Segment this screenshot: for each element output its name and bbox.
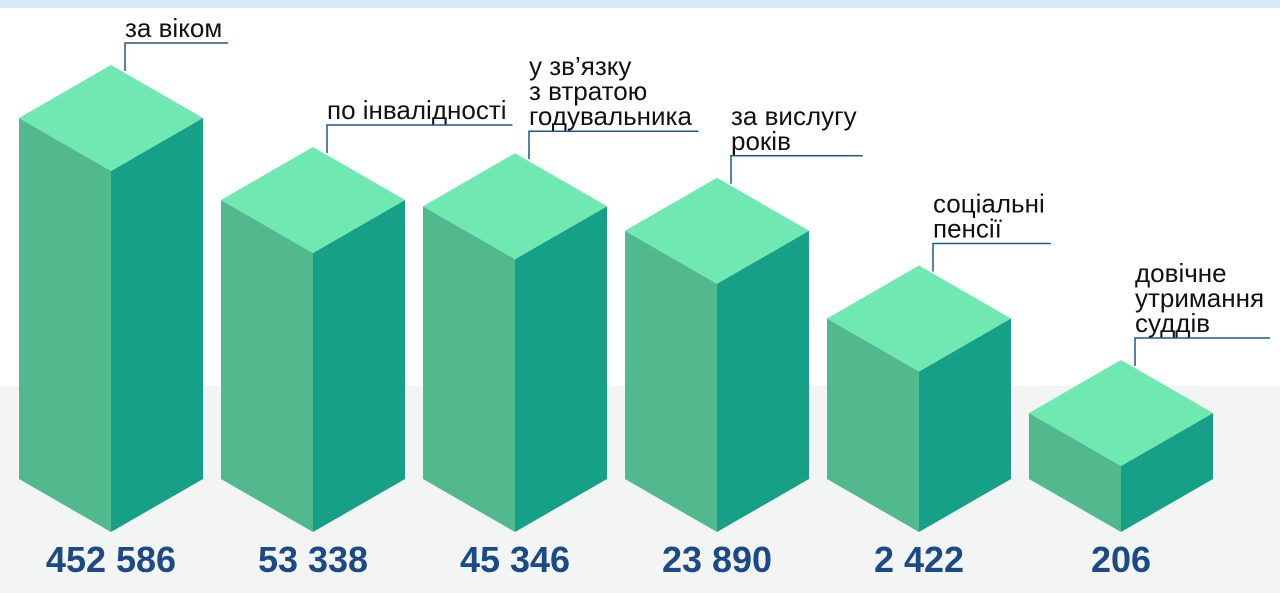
bar-right-face (515, 206, 607, 532)
category-label: довічне утримання суддів (1135, 258, 1264, 338)
category-label-line: у зв’язку (529, 51, 631, 81)
bar-right-face (1121, 413, 1213, 532)
category-label-line: годувальника (529, 101, 692, 131)
bar-right-face (313, 199, 405, 533)
bar (423, 153, 607, 532)
leader-line (1134, 337, 1271, 366)
category-label-line: пенсії (933, 214, 1002, 244)
leader-line (124, 42, 229, 71)
bar (625, 177, 809, 532)
bar-right-face (111, 118, 203, 532)
bar-top-face (221, 146, 405, 253)
category-label-line: років (731, 126, 791, 156)
value-label: 206 (1091, 539, 1151, 580)
category-label-line: суддів (1135, 308, 1210, 338)
bar-top-face (1029, 360, 1213, 466)
bar-top-face (625, 177, 809, 284)
bar (19, 65, 203, 532)
value-label: 45 346 (460, 539, 570, 580)
category-label-line: за віком (125, 13, 222, 43)
bar (1029, 360, 1213, 532)
bar-left-face (221, 199, 313, 533)
category-label: соціальні пенсії (933, 189, 1045, 244)
bar-right-face (919, 318, 1011, 532)
category-label-line: з втратою (529, 76, 647, 106)
value-label: 2 422 (874, 539, 964, 580)
category-label-line: по інвалідності (327, 95, 507, 125)
top-strip (0, 0, 1280, 8)
category-label: за вислугу років (731, 101, 857, 156)
category-label-line: утримання (1135, 283, 1264, 313)
category-label: у зв’язку з втратою годувальника (529, 51, 692, 131)
bar-top-face (827, 265, 1011, 372)
bar-left-face (19, 118, 111, 532)
leader-line (528, 130, 699, 160)
bar (221, 146, 405, 533)
leader-line (730, 155, 863, 184)
category-label: за віком (125, 13, 222, 43)
bar-left-face (827, 318, 919, 532)
bar-left-face (625, 230, 717, 532)
bar-left-face (423, 206, 515, 532)
bar-left-face (1029, 413, 1121, 532)
value-label: 23 890 (662, 539, 772, 580)
category-label: по інвалідності (327, 95, 507, 125)
category-label-line: соціальні (933, 189, 1045, 219)
bar-top-face (19, 65, 203, 171)
bar-right-face (717, 230, 809, 532)
category-label-line: довічне (1135, 258, 1227, 288)
category-label-line: за вислугу (731, 101, 857, 131)
bar-top-face (423, 153, 607, 260)
value-label: 53 338 (258, 539, 368, 580)
leader-line (326, 124, 513, 153)
bar (827, 265, 1011, 532)
value-label: 452 586 (46, 539, 176, 580)
leader-line (932, 242, 1051, 272)
